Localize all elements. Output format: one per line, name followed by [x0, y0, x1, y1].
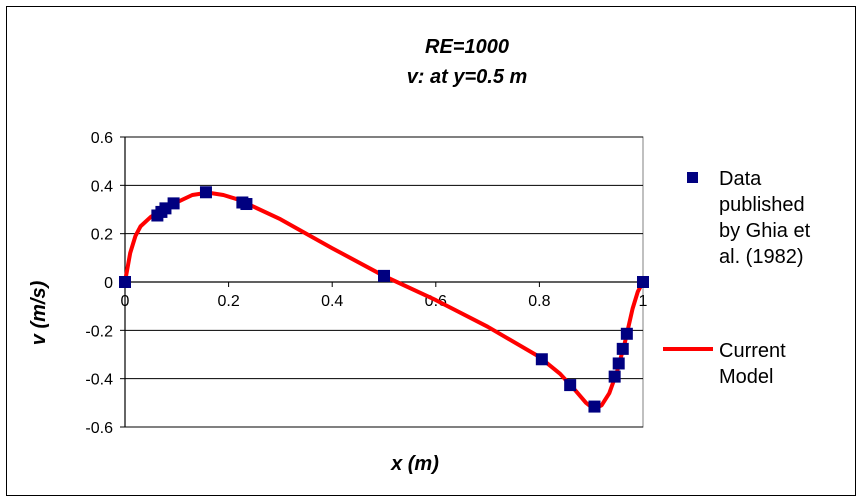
y-tick-label: 0.4 [91, 178, 113, 195]
y-tick-label: 0 [104, 275, 113, 292]
chart-frame: RE=1000 v: at y=0.5 m 0.6 0.4 0.2 0 -0.2 -0.4… [6, 6, 856, 496]
data-point [620, 327, 633, 340]
data-point [612, 357, 625, 370]
legend-label-line: Data [719, 168, 762, 190]
y-tick-label: -0.6 [85, 420, 113, 437]
legend-label-line: published [719, 194, 805, 216]
chart-title: RE=1000 [425, 36, 509, 58]
legend-marker-square [687, 172, 698, 183]
data-point [608, 370, 621, 383]
x-axis-title: x (m) [390, 453, 439, 475]
data-point [564, 379, 577, 392]
x-tick-label: 0.4 [321, 293, 343, 310]
data-point [378, 269, 390, 282]
data-point [637, 276, 649, 288]
legend-label-line: Current [719, 340, 786, 362]
legend-label-line: by Ghia et [719, 220, 811, 242]
y-axis-title: v (m/s) [28, 280, 50, 345]
data-point [167, 197, 180, 210]
y-tick-label: -0.2 [85, 323, 113, 340]
data-point [535, 353, 548, 366]
y-tick-label: 0.6 [91, 130, 113, 147]
chart-subtitle: v: at y=0.5 m [407, 66, 528, 88]
data-point [588, 400, 601, 413]
legend-label-line: al. (1982) [719, 246, 804, 268]
legend-label-line: Model [719, 366, 773, 388]
chart-svg: RE=1000 v: at y=0.5 m 0.6 0.4 0.2 0 -0.2 -0.4… [28, 36, 811, 475]
data-point [199, 186, 212, 199]
x-tick-label: 1 [639, 293, 648, 310]
x-tick-label: 0 [121, 293, 130, 310]
data-point [119, 276, 131, 288]
x-tick-label: 0.2 [217, 293, 239, 310]
data-point [240, 198, 253, 211]
x-tick-label: 0.8 [528, 293, 550, 310]
data-point [616, 342, 629, 355]
y-tick-label: 0.2 [91, 227, 113, 244]
y-tick-label: -0.4 [85, 372, 113, 389]
legend: Data published by Ghia et al. (1982) Current… [663, 168, 811, 388]
plot-area: 0.60.40.20-0.2-0.4-0.60 0.2 0.4 0.6 0.8 1 [85, 130, 649, 437]
